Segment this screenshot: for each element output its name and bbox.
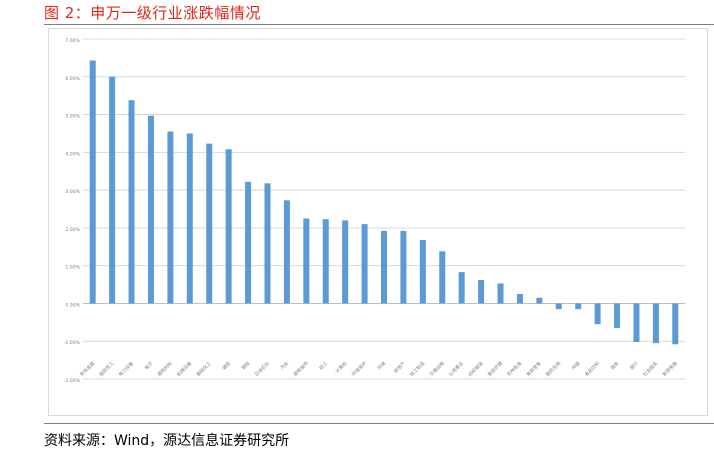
- x-tick-label: 建筑材料: [156, 360, 174, 378]
- bar: [652, 303, 659, 344]
- x-tick-label: 房地产: [392, 360, 407, 375]
- x-tick-label: 建筑装饰: [292, 360, 310, 378]
- bar: [322, 219, 329, 304]
- bar: [516, 294, 523, 304]
- x-tick-label: 农林牧渔: [505, 360, 523, 378]
- source-divider: [44, 423, 714, 424]
- bar: [536, 297, 543, 304]
- x-tick-label: 轻工制造: [408, 360, 426, 378]
- x-tick-label: 交通运输: [428, 360, 446, 378]
- bar: [128, 100, 135, 304]
- bar: [167, 131, 174, 304]
- bar: [361, 224, 368, 304]
- bar: [458, 272, 465, 304]
- bar: [497, 283, 504, 304]
- x-tick-label: 环保: [376, 360, 388, 372]
- x-tick-label: 石油石化: [253, 360, 271, 378]
- bar: [672, 303, 679, 345]
- bar: [478, 280, 485, 304]
- x-tick-label: 家用电器: [661, 360, 679, 378]
- x-tick-label: 纺织服装: [467, 360, 485, 378]
- bar: [245, 181, 252, 304]
- bar: [614, 303, 621, 328]
- bar: [89, 60, 96, 304]
- x-tick-label: 环境保护: [350, 360, 368, 378]
- bar: [594, 303, 601, 325]
- x-tick-label: 美容护理: [486, 360, 504, 378]
- x-tick-label: 电力设备: [117, 360, 135, 378]
- y-tick-label: 5.00%: [65, 114, 80, 120]
- x-tick-label: 汽车: [279, 360, 291, 372]
- y-tick-label: 3.00%: [65, 189, 80, 195]
- bar: [439, 251, 446, 304]
- y-tick-label: 7.00%: [65, 38, 80, 44]
- bar: [575, 303, 582, 310]
- bar: [283, 200, 290, 304]
- x-tick-label: 基础化工: [195, 360, 213, 378]
- bar: [342, 220, 349, 304]
- bar: [206, 143, 213, 304]
- x-tick-label: 钢铁: [240, 360, 252, 372]
- x-tick-label: 食品饮料: [583, 360, 601, 378]
- bar: [147, 115, 154, 304]
- x-tick-label: 计算机: [334, 360, 349, 375]
- bar: [419, 239, 426, 304]
- x-tick-label: 社会服务: [641, 360, 659, 378]
- x-tick-label: 传媒: [570, 360, 582, 372]
- title-divider: [44, 24, 714, 25]
- x-tick-label: 商贸零售: [525, 360, 543, 378]
- x-tick-label: 国防军工: [98, 360, 116, 378]
- x-tick-label: 有色金属: [78, 360, 96, 378]
- y-tick-label: 6.00%: [65, 76, 80, 82]
- x-tick-label: 医药生物: [544, 360, 562, 378]
- bar: [633, 303, 640, 342]
- figure-title: 图 2：申万一级行业涨跌幅情况: [44, 4, 261, 22]
- x-tick-label: 煤炭: [609, 360, 621, 372]
- bar-chart: -2.00% -1.00% 0.00% 1.00% 2.00% 3.00% 4.00% 5.0…: [64, 38, 685, 384]
- y-tick-label: -2.00%: [64, 378, 81, 384]
- y-tick-label: 4.00%: [65, 151, 80, 157]
- x-tick-label: 电子: [143, 360, 155, 372]
- bar: [109, 76, 116, 304]
- y-tick-label: -1.00%: [64, 340, 81, 346]
- bar: [400, 230, 407, 304]
- y-tick-label: 0.00%: [65, 302, 80, 308]
- x-tick-label: 银行: [628, 360, 640, 372]
- x-tick-label: 轻工: [318, 360, 330, 372]
- bar: [225, 149, 232, 304]
- source-note: 资料来源：Wind，源达信息证券研究所: [44, 433, 290, 449]
- bar: [264, 183, 271, 304]
- chart-frame: -2.00% -1.00% 0.00% 1.00% 2.00% 3.00% 4.00% 5.0…: [48, 28, 708, 416]
- bar: [186, 133, 193, 304]
- y-tick-label: 2.00%: [65, 227, 80, 233]
- bar: [381, 230, 387, 304]
- x-tick-label: 公用事业: [447, 360, 465, 378]
- bar: [303, 218, 310, 304]
- x-tick-label: 机械设备: [175, 360, 193, 378]
- x-tick-label: 通信: [221, 360, 233, 372]
- bar: [555, 303, 562, 310]
- y-tick-label: 1.00%: [65, 265, 80, 271]
